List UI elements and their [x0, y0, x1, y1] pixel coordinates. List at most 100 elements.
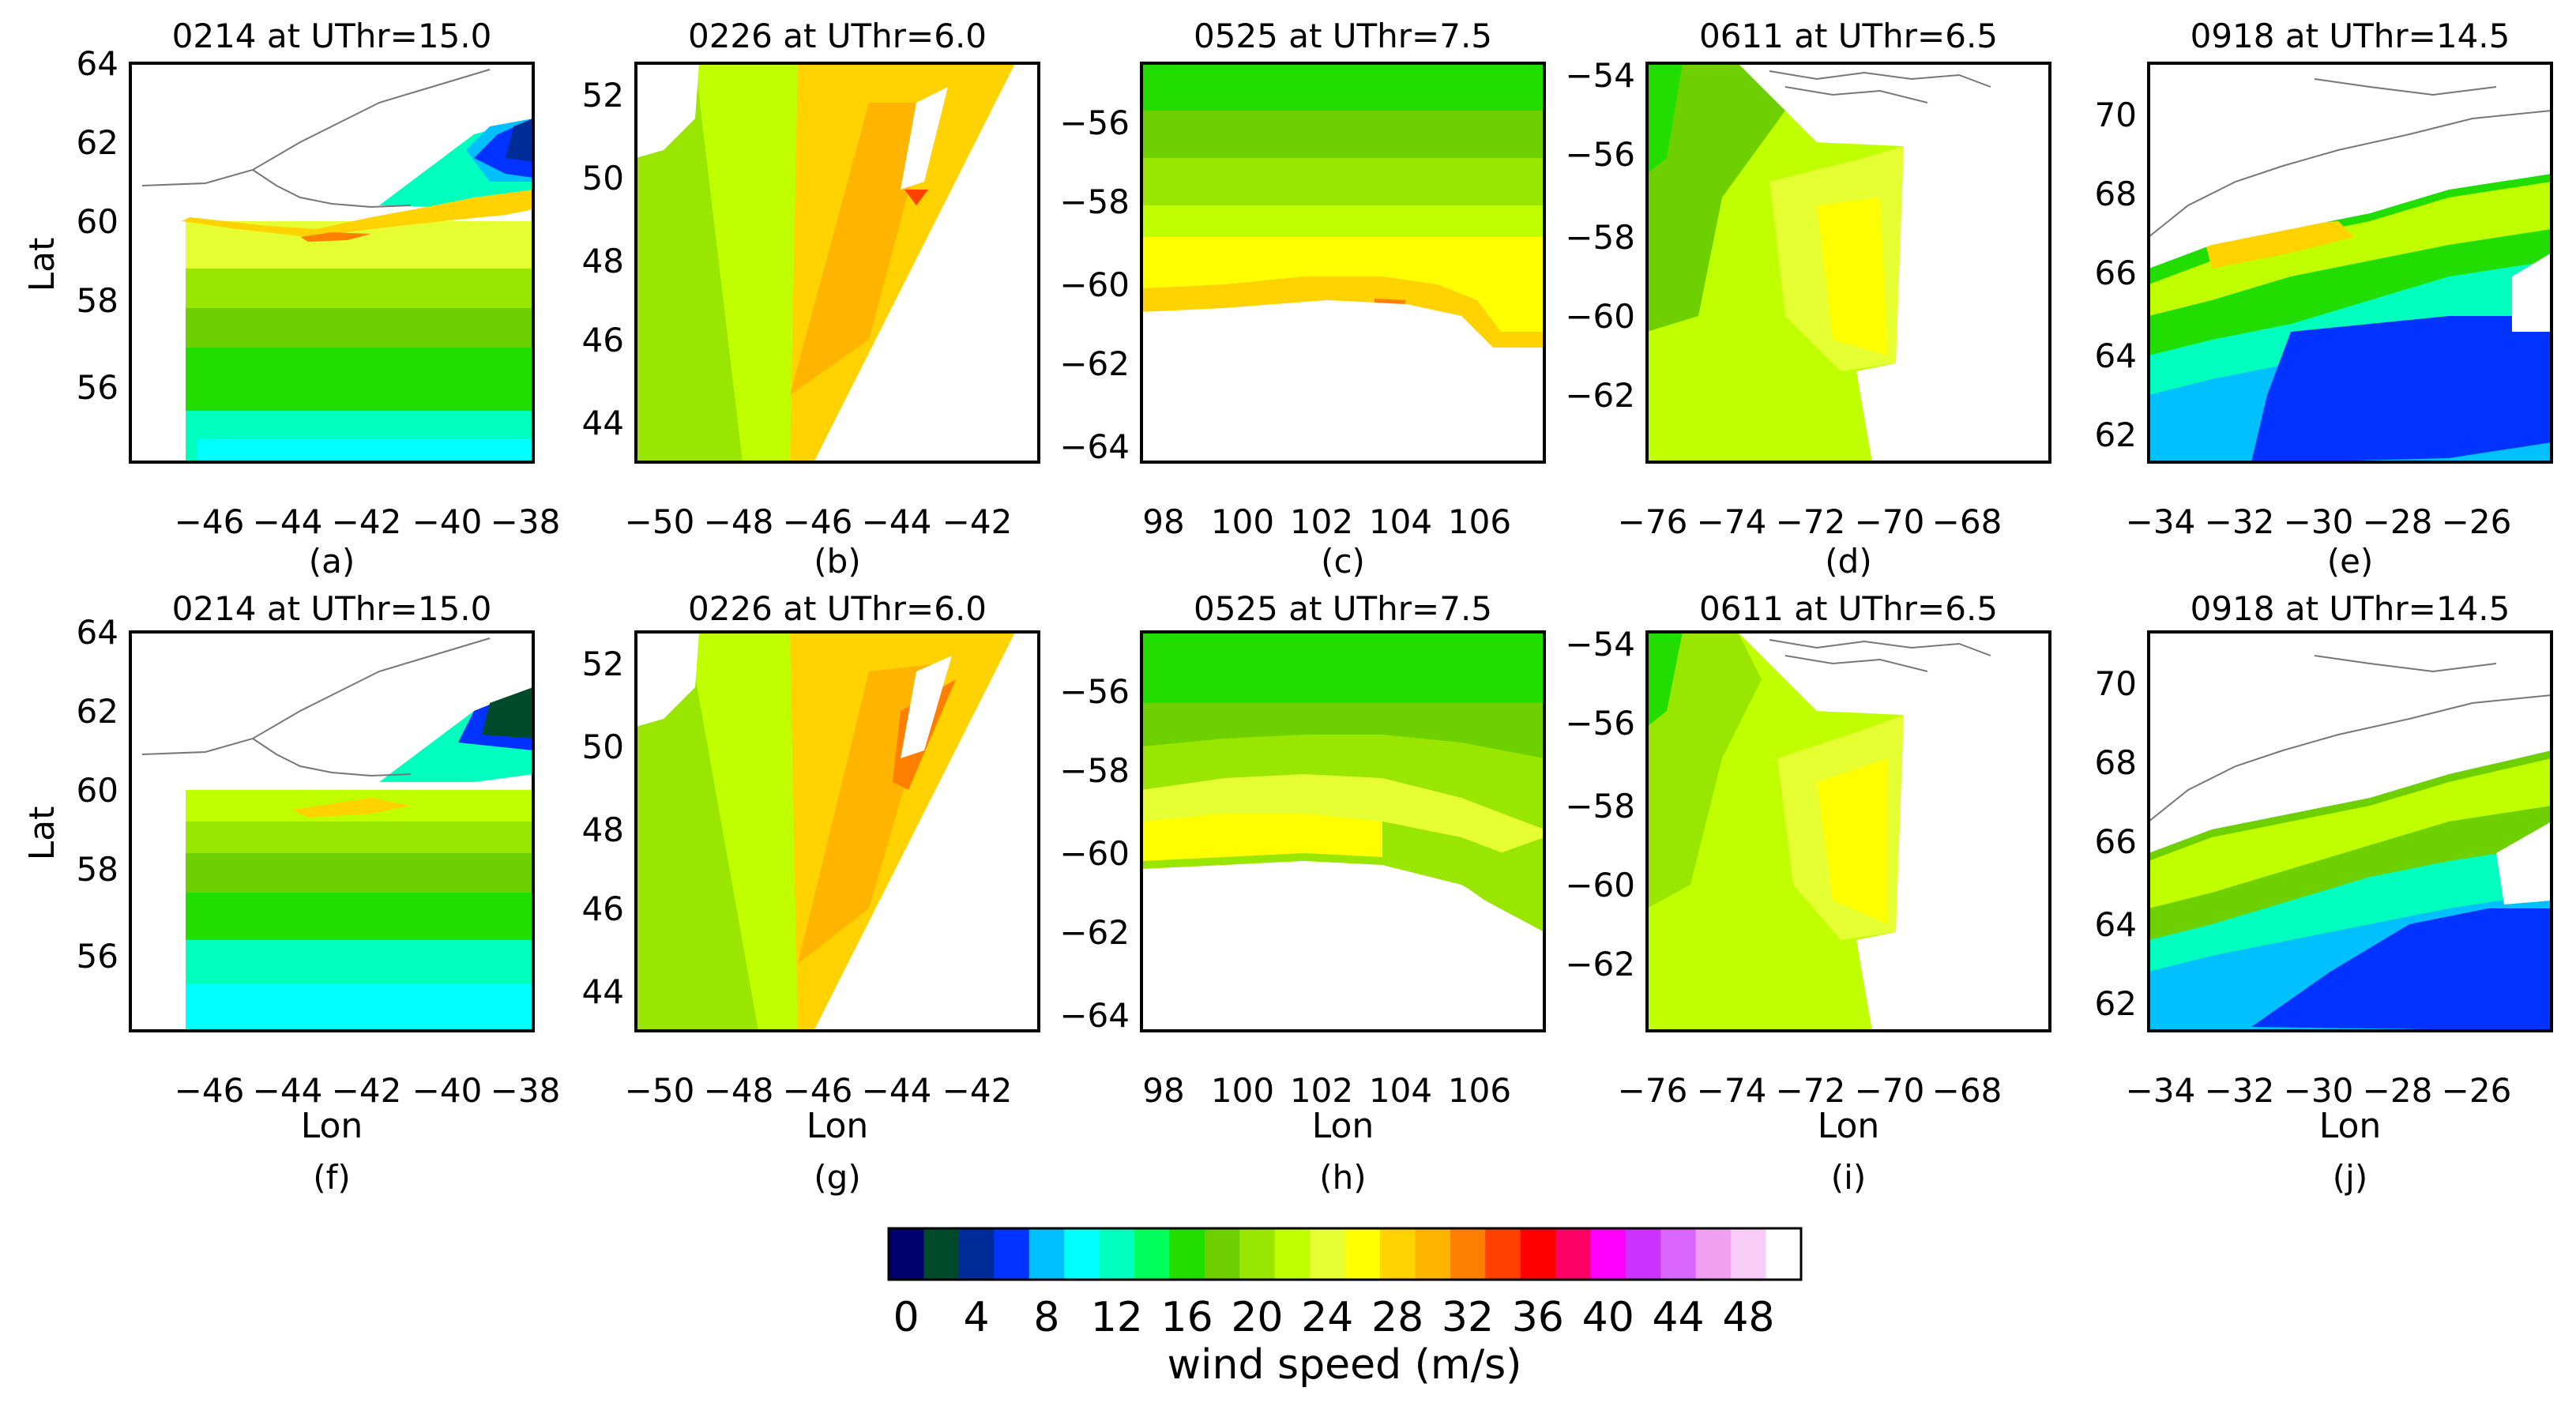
panel-e-title: 0918 at UThr=14.5 — [2191, 17, 2510, 55]
panel-h-title: 0525 at UThr=7.5 — [1194, 589, 1492, 628]
panel-b-ytick: 44 — [582, 404, 624, 442]
panel-d-xtick: −68 — [1932, 502, 2003, 541]
panel-j-ytick: 70 — [2095, 664, 2137, 703]
panel-b-title: 0226 at UThr=6.0 — [688, 17, 987, 55]
panel-i-xtick: −70 — [1855, 1071, 1925, 1110]
colorbar-swatch — [1625, 1228, 1661, 1280]
panel-i-xtick: −76 — [1618, 1071, 1688, 1110]
panel-e-xtick: −34 — [2126, 502, 2196, 541]
colorbar-swatch — [1695, 1228, 1732, 1280]
panel-b-xtick: −42 — [942, 502, 1013, 541]
panel-f-ytick: 56 — [77, 937, 118, 976]
colorbar-swatch — [923, 1228, 960, 1280]
panel-c-ytick: −62 — [1059, 344, 1130, 383]
panel-i-title: 0611 at UThr=6.5 — [1699, 589, 1998, 628]
panel-e-ytick: 62 — [2095, 415, 2137, 454]
panel-i-ytick: −60 — [1565, 866, 1635, 904]
panel-g-xlabel: Lon — [807, 1106, 869, 1146]
panel-b-xtick: −46 — [783, 502, 853, 541]
panel-b-xtick: −44 — [862, 502, 932, 541]
panel-i-label: (i) — [1831, 1158, 1866, 1197]
colorbar-swatch — [1310, 1228, 1346, 1280]
panel-d-label: (d) — [1825, 542, 1871, 581]
panel-a-title: 0214 at UThr=15.0 — [172, 17, 492, 55]
panel-d-heatmap — [1647, 63, 2050, 462]
panel-j-xtick: −26 — [2442, 1071, 2512, 1110]
colorbar-ticks: 0 4 8 12 16 20 24 28 32 36 40 44 48 — [893, 1294, 1775, 1341]
panel-g-xtick: −42 — [942, 1071, 1013, 1110]
panel-j-xtick: −32 — [2205, 1071, 2275, 1110]
colorbar-swatch — [1274, 1228, 1311, 1280]
panel-h-xtick: 106 — [1448, 1071, 1511, 1110]
panel-j-xtick: −28 — [2363, 1071, 2433, 1110]
panel-i-xtick: −72 — [1776, 1071, 1846, 1110]
panel-a-label: (a) — [309, 542, 355, 581]
colorbar-tick-label: 44 — [1652, 1294, 1704, 1341]
colorbar-tick-label: 28 — [1371, 1294, 1423, 1341]
panel-g-frame — [634, 630, 1040, 1032]
panel-e-ytick: 64 — [2095, 337, 2137, 375]
panel-i-xtick: −74 — [1697, 1071, 1767, 1110]
colorbar-swatch — [1029, 1228, 1065, 1280]
panel-c-xtick: 104 — [1369, 502, 1432, 541]
panel-d-xtick: −74 — [1697, 502, 1767, 541]
colorbar-swatch — [1450, 1228, 1486, 1280]
panel-d-ytick: −60 — [1565, 297, 1635, 336]
panel-h-xlabel: Lon — [1312, 1106, 1374, 1146]
panel-g-ytick: 50 — [582, 728, 624, 766]
panel-b-ytick: 52 — [582, 76, 624, 115]
panel-f-xtick: −46 — [175, 1071, 245, 1110]
panel-a-heatmap — [141, 69, 533, 462]
colorbar-swatch — [1099, 1228, 1135, 1280]
panel-h-ytick: −58 — [1059, 751, 1130, 790]
panel-b-ytick: 50 — [582, 159, 624, 197]
panel-h-ytick: −60 — [1059, 834, 1130, 873]
panel-d-ytick: −58 — [1565, 218, 1635, 257]
panel-c-heatmap — [1141, 63, 1544, 462]
panel-e-xtick: −28 — [2363, 502, 2433, 541]
colorbar-swatch — [1590, 1228, 1626, 1280]
panel-b-ytick: 48 — [582, 242, 624, 280]
panel-f-heatmap — [141, 637, 533, 1031]
panel-g-ytick: 48 — [582, 810, 624, 849]
panel-g-ytick: 52 — [582, 645, 624, 683]
colorbar-tick-label: 32 — [1442, 1294, 1494, 1341]
panel-e-ytick: 68 — [2095, 175, 2137, 213]
colorbar-swatch — [1239, 1228, 1276, 1280]
colorbar-swatch — [1134, 1228, 1170, 1280]
panel-d-xtick: −76 — [1618, 502, 1688, 541]
panel-j-ytick: 66 — [2095, 822, 2137, 861]
panel-g-xtick: −48 — [704, 1071, 774, 1110]
colorbar-frame — [887, 1227, 1803, 1281]
colorbar-swatch — [1379, 1228, 1416, 1280]
panel-d-frame — [1645, 62, 2051, 464]
panel-a-xtick: −38 — [491, 502, 561, 541]
colorbar-swatch — [1344, 1228, 1381, 1280]
colorbar-swatch — [994, 1228, 1030, 1280]
panel-h-label: (h) — [1319, 1158, 1366, 1197]
panel-j-ytick: 68 — [2095, 743, 2137, 782]
panel-f-xlabel: Lon — [301, 1106, 363, 1146]
panel-c-label: (c) — [1321, 542, 1365, 581]
panel-e-xtick: −30 — [2284, 502, 2354, 541]
colorbar-swatch — [1766, 1228, 1802, 1280]
panel-h-frame — [1140, 630, 1546, 1032]
colorbar-swatch — [1415, 1228, 1451, 1280]
colorbar-swatch — [1660, 1228, 1697, 1280]
colorbar-swatch — [1555, 1228, 1592, 1280]
panel-b-frame — [634, 62, 1040, 464]
colorbar-swatch — [1731, 1228, 1767, 1280]
panel-j-xlabel: Lon — [2319, 1106, 2382, 1146]
colorbar-tick-label: 0 — [893, 1294, 919, 1341]
panel-i-ytick: −58 — [1565, 787, 1635, 825]
panel-c-xtick: 98 — [1142, 502, 1184, 541]
panel-c-ytick: −60 — [1059, 265, 1130, 304]
panel-a-ytick: 60 — [77, 202, 118, 241]
panel-c-ytick: −64 — [1059, 427, 1130, 466]
colorbar-swatch — [1520, 1228, 1556, 1280]
panel-f-xtick: −40 — [412, 1071, 483, 1110]
panel-c-ytick: −56 — [1059, 103, 1130, 142]
panel-f-ytick: 60 — [77, 771, 118, 810]
panel-i-heatmap — [1647, 632, 2050, 1031]
panel-a-xtick: −40 — [412, 502, 483, 541]
